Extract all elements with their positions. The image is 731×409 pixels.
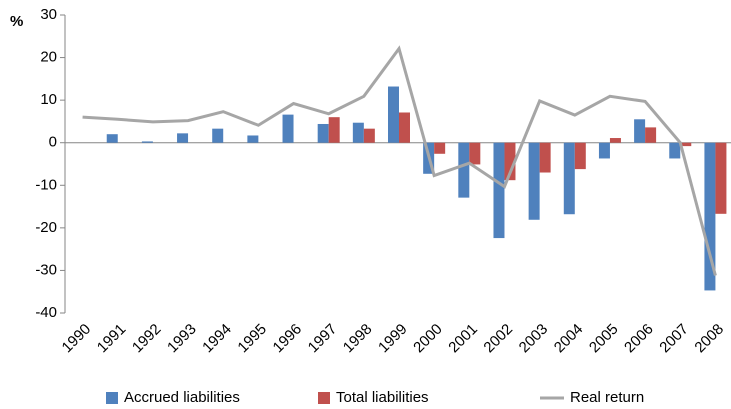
bar bbox=[504, 142, 516, 181]
bar bbox=[458, 142, 470, 198]
x-tick-label: 1990 bbox=[59, 321, 95, 357]
bar bbox=[574, 142, 586, 170]
y-tick-label: -20 bbox=[35, 219, 57, 236]
bar bbox=[434, 142, 446, 154]
bar bbox=[704, 142, 716, 291]
x-tick-label: 2004 bbox=[551, 321, 587, 357]
y-tick-label: 0 bbox=[49, 134, 57, 151]
x-tick-label: 1998 bbox=[340, 321, 376, 357]
bar bbox=[528, 142, 540, 220]
y-tick-label: 30 bbox=[40, 6, 57, 23]
legend-label: Real return bbox=[570, 389, 644, 406]
y-tick-label: -30 bbox=[35, 261, 57, 278]
x-tick-label: 2005 bbox=[586, 321, 622, 357]
x-tick-label: 2008 bbox=[691, 321, 727, 357]
x-tick-label: 1997 bbox=[305, 321, 341, 357]
x-tick-label: 1995 bbox=[234, 321, 270, 357]
bar bbox=[680, 142, 692, 147]
x-tick-label: 1993 bbox=[164, 321, 200, 357]
bar bbox=[141, 141, 153, 143]
x-tick-label: 2001 bbox=[445, 321, 481, 357]
bar bbox=[106, 134, 118, 143]
x-tick-label: 2000 bbox=[410, 321, 446, 357]
bar bbox=[352, 122, 364, 143]
bar bbox=[363, 128, 375, 143]
bar bbox=[645, 127, 657, 143]
bar bbox=[539, 142, 551, 173]
x-tick-label: 2006 bbox=[621, 321, 657, 357]
bar bbox=[317, 123, 329, 143]
x-tick-label: 1991 bbox=[94, 321, 130, 357]
x-tick-label: 1994 bbox=[199, 321, 235, 357]
y-axis-label: % bbox=[10, 13, 23, 30]
legend-label: Accrued liabilities bbox=[124, 389, 240, 406]
bar bbox=[247, 135, 259, 143]
legend-swatch bbox=[106, 392, 118, 404]
x-tick-label: 2002 bbox=[480, 321, 516, 357]
y-tick-label: 20 bbox=[40, 49, 57, 66]
bar bbox=[669, 142, 681, 159]
y-tick-label: 10 bbox=[40, 91, 57, 108]
bar bbox=[399, 112, 410, 143]
legend-label: Total liabilities bbox=[336, 389, 429, 406]
bar bbox=[469, 142, 481, 165]
legend-swatch bbox=[318, 392, 330, 404]
bar bbox=[563, 142, 575, 215]
bar bbox=[177, 133, 189, 143]
x-tick-label: 1996 bbox=[270, 321, 306, 357]
bar bbox=[598, 142, 610, 159]
x-tick-label: 1999 bbox=[375, 321, 411, 357]
bar bbox=[715, 142, 727, 214]
y-tick-label: -10 bbox=[35, 176, 57, 193]
x-tick-label: 1992 bbox=[129, 321, 165, 357]
bar bbox=[328, 117, 340, 143]
line bbox=[82, 45, 717, 276]
bar bbox=[388, 86, 399, 143]
bar bbox=[493, 142, 505, 239]
x-tick-label: 2003 bbox=[516, 321, 552, 357]
y-tick-label: -40 bbox=[35, 304, 57, 321]
bar bbox=[212, 128, 224, 143]
bar bbox=[609, 138, 621, 143]
bar bbox=[282, 114, 294, 143]
x-tick-label: 2007 bbox=[656, 321, 692, 357]
bar bbox=[634, 119, 646, 143]
